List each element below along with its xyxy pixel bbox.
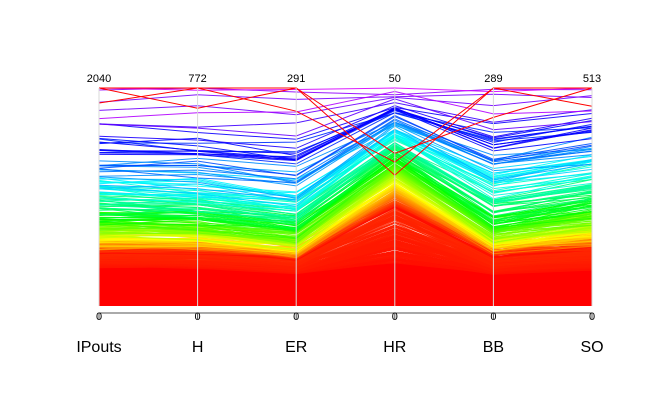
min-label-bb: 0	[490, 311, 496, 323]
max-label-h: 772	[188, 73, 206, 85]
series-line	[98, 98, 593, 137]
axis-name-er: ER	[285, 339, 307, 356]
max-label-ipouts: 2040	[87, 73, 111, 85]
series-line	[98, 107, 593, 161]
max-label-so: 513	[583, 73, 601, 85]
series-line	[98, 114, 593, 176]
series-line	[98, 128, 593, 207]
series-line	[98, 118, 593, 184]
series-lines	[98, 87, 593, 306]
series-line	[98, 128, 593, 203]
min-label-hr: 0	[392, 311, 398, 323]
series-line	[98, 160, 593, 233]
axis-name-ipouts: IPouts	[76, 339, 121, 356]
series-line	[98, 105, 593, 149]
min-label-er: 0	[293, 311, 299, 323]
series-line	[98, 136, 593, 205]
min-label-h: 0	[195, 311, 201, 323]
series-line	[98, 112, 593, 144]
axis-name-hr: HR	[383, 339, 406, 356]
series-line	[98, 121, 593, 184]
series-line	[98, 102, 593, 128]
outlier-line	[98, 87, 593, 163]
series-line	[98, 135, 593, 212]
series-line	[98, 109, 593, 161]
series-line	[98, 170, 593, 245]
series-line	[98, 95, 593, 116]
series-line	[98, 93, 593, 103]
outlier-line	[98, 87, 593, 154]
series-line	[98, 125, 593, 201]
series-line	[98, 142, 593, 212]
series-line	[98, 146, 593, 221]
series-line	[98, 90, 593, 120]
series-line	[98, 148, 593, 225]
series-line	[98, 163, 593, 240]
min-label-so: 0	[589, 311, 595, 323]
series-line	[98, 228, 593, 268]
axis-name-bb: BB	[483, 339, 504, 356]
series-line	[98, 106, 593, 140]
series-line	[98, 119, 593, 180]
axes	[98, 88, 593, 319]
axis-name-h: H	[192, 339, 204, 356]
series-line	[98, 162, 593, 239]
min-label-ipouts: 0	[96, 311, 102, 323]
series-line	[98, 123, 593, 199]
max-label-hr: 50	[389, 73, 401, 85]
outlier-line	[99, 87, 592, 176]
max-label-er: 291	[287, 73, 305, 85]
axis-name-so: SO	[580, 339, 603, 356]
series-line	[98, 116, 593, 177]
axis-labels: 2040 0 IPouts 772 0 H 291 0 ER 50 0 HR 289 0 BB 513 0 SO	[76, 73, 603, 356]
max-label-bb: 289	[484, 73, 502, 85]
dense-base-fill	[99, 262, 592, 306]
series-line	[98, 144, 593, 222]
